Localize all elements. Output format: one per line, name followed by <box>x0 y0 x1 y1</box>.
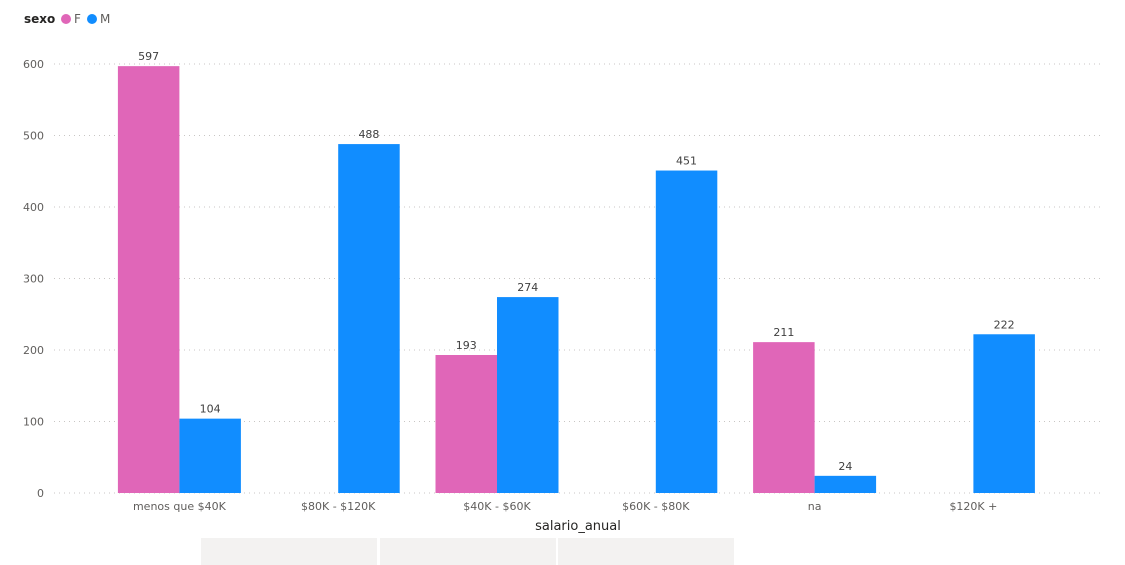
bar-m[interactable] <box>338 144 400 493</box>
x-tick-label: $60K - $80K <box>622 500 690 513</box>
legend: sexo F M <box>24 12 110 26</box>
bar-f[interactable] <box>753 342 815 493</box>
x-tick-label: $40K - $60K <box>463 500 531 513</box>
bar-m[interactable] <box>497 297 559 493</box>
data-label: 24 <box>838 460 852 473</box>
x-tick-label: $80K - $120K <box>301 500 376 513</box>
scroll-tile-2[interactable] <box>380 538 556 565</box>
y-axis-ticks: 0 100 200 300 400 500 600 <box>23 58 44 500</box>
legend-label-m[interactable]: M <box>100 12 110 26</box>
bar-m[interactable] <box>973 334 1035 493</box>
data-label: 451 <box>676 155 697 168</box>
data-label: 104 <box>200 403 221 416</box>
data-label: 222 <box>994 318 1015 331</box>
x-axis-ticks: menos que $40K $80K - $120K $40K - $60K $60… <box>133 500 997 513</box>
x-tick-label: menos que $40K <box>133 500 227 513</box>
bar-m[interactable] <box>179 418 241 493</box>
data-label: 488 <box>358 128 379 141</box>
y-tick-label: 500 <box>23 130 44 143</box>
data-labels: 597 104 488 193 274 451 211 24 222 <box>138 50 1015 473</box>
bar-f[interactable] <box>117 66 180 494</box>
bars <box>117 66 1035 494</box>
bar-f[interactable] <box>435 355 498 493</box>
scroll-tile-3[interactable] <box>558 538 734 565</box>
y-tick-label: 100 <box>23 416 44 429</box>
y-tick-label: 400 <box>23 201 44 214</box>
y-tick-label: 0 <box>37 487 44 500</box>
data-label: 597 <box>138 50 159 63</box>
x-tick-label: na <box>808 500 822 513</box>
bar-m[interactable] <box>655 170 718 493</box>
y-tick-label: 200 <box>23 344 44 357</box>
y-tick-label: 600 <box>23 58 44 71</box>
legend-marker-f[interactable] <box>61 14 71 24</box>
y-tick-label: 300 <box>23 273 44 286</box>
legend-title: sexo <box>24 12 55 26</box>
data-label: 211 <box>773 326 794 339</box>
data-label: 274 <box>517 281 538 294</box>
scroll-tile-1[interactable] <box>201 538 377 565</box>
x-axis-title: salario_anual <box>535 519 621 534</box>
legend-label-f[interactable]: F <box>74 12 81 26</box>
bar-m[interactable] <box>814 475 877 493</box>
data-label: 193 <box>456 339 477 352</box>
x-tick-label: $120K + <box>949 500 997 513</box>
legend-marker-m[interactable] <box>87 14 97 24</box>
